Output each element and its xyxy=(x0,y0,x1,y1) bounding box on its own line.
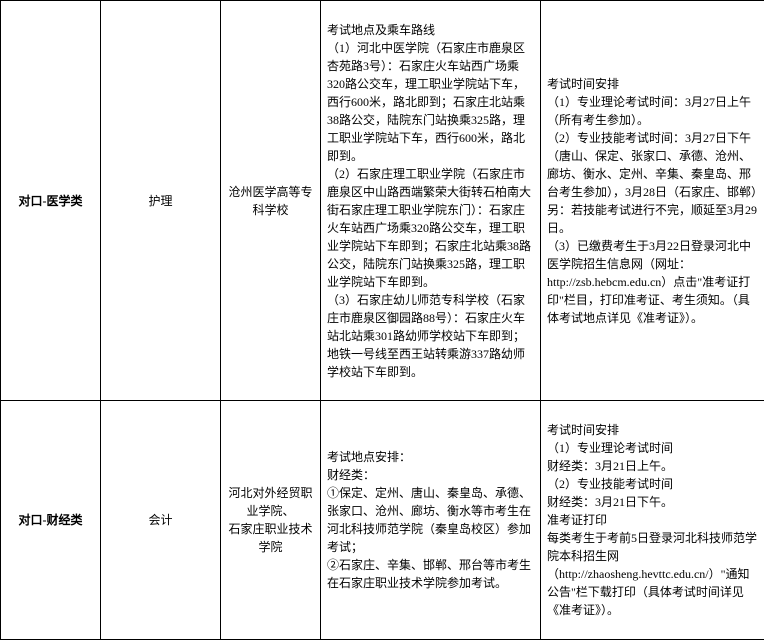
schedule-cell: 考试时间安排（1）专业理论考试时间：3月27日上午（所有考生参加）。（2）专业技… xyxy=(541,1,764,401)
table-row: 对口-医学类 护理 沧州医学高等专科学校 考试地点及乘车路线（1）河北中医学院（… xyxy=(1,1,764,401)
major-cell: 护理 xyxy=(101,1,221,401)
location-cell: 考试地点安排：财经类：①保定、定州、唐山、秦皇岛、承德、张家口、沧州、廊坊、衡水… xyxy=(321,401,541,640)
schedule-cell: 考试时间安排（1）专业理论考试时间财经类：3月21日上午。（2）专业技能考试时间… xyxy=(541,401,764,640)
category-cell: 对口-财经类 xyxy=(1,401,101,640)
table-body: 对口-医学类 护理 沧州医学高等专科学校 考试地点及乘车路线（1）河北中医学院（… xyxy=(1,1,764,640)
school-cell: 河北对外经贸职业学院、石家庄职业技术学院 xyxy=(221,401,321,640)
major-cell: 会计 xyxy=(101,401,221,640)
table-row: 对口-财经类 会计 河北对外经贸职业学院、石家庄职业技术学院 考试地点安排：财经… xyxy=(1,401,764,640)
category-cell: 对口-医学类 xyxy=(1,1,101,401)
exam-schedule-table: 对口-医学类 护理 沧州医学高等专科学校 考试地点及乘车路线（1）河北中医学院（… xyxy=(0,0,764,640)
location-cell: 考试地点及乘车路线（1）河北中医学院（石家庄市鹿泉区杏苑路3号）：石家庄火车站西… xyxy=(321,1,541,401)
school-cell: 沧州医学高等专科学校 xyxy=(221,1,321,401)
